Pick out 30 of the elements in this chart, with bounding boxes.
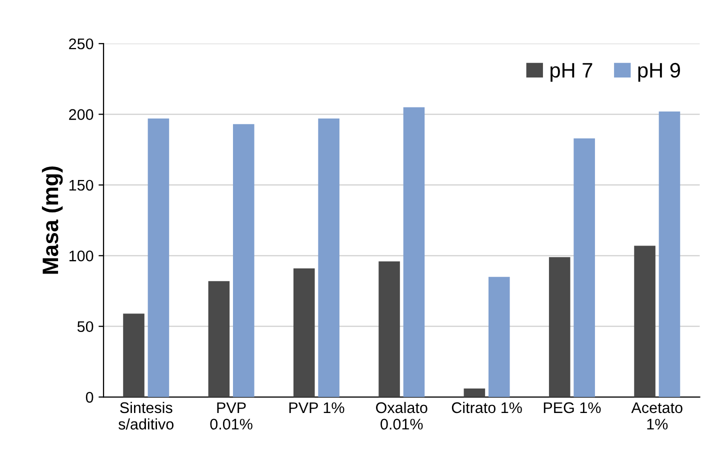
x-tick-label: Sintesis s/aditivo (118, 402, 174, 430)
bar (232, 124, 254, 398)
bar (464, 388, 486, 398)
x-tick-label: Oxalato 0.01% (376, 402, 428, 430)
x-tick-label: PVP 1% (289, 402, 344, 414)
x-tick-label: Acetato 1% (631, 402, 682, 430)
y-tick-label: 250 (69, 38, 94, 50)
bar (208, 281, 230, 398)
x-tick-label: PEG 1% (544, 402, 601, 414)
bar (658, 111, 680, 398)
bar (318, 118, 340, 398)
legend-label: pH 7 (550, 63, 592, 82)
bar (403, 107, 425, 398)
bar (488, 276, 510, 398)
bar (634, 246, 656, 398)
bar (378, 261, 400, 398)
bar (123, 314, 144, 398)
bar (148, 118, 170, 398)
y-axis-title: Masa (mg) (42, 166, 63, 274)
bar (548, 257, 570, 398)
y-tick-label: 100 (69, 250, 94, 262)
y-tick-label: 150 (69, 180, 94, 191)
bar (574, 138, 595, 398)
y-tick-label: 0 (86, 392, 94, 403)
x-tick-label: Citrato 1% (452, 402, 522, 414)
x-tick-label: PVP 0.01% (210, 402, 252, 430)
bar (293, 268, 315, 398)
y-tick-label: 50 (77, 321, 94, 332)
legend-label: pH 9 (638, 62, 680, 82)
y-tick-label: 200 (69, 109, 94, 120)
